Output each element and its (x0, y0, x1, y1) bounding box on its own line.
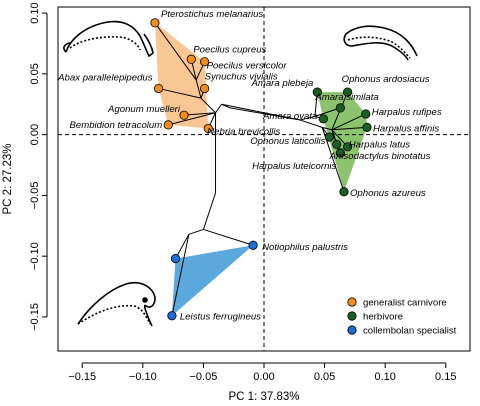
data-point (170, 254, 181, 264)
point-label: Harpalus luteicornis (252, 161, 336, 172)
y-tick-label: −0.15 (29, 303, 41, 331)
x-tick-label: 0.15 (435, 371, 456, 383)
point-label: Pterostichus melanarius (161, 9, 264, 20)
tree-branch (215, 103, 222, 114)
point-label: Leistus ferrugineus (180, 312, 261, 323)
plot-frame (57, 6, 471, 352)
data-point (179, 110, 189, 120)
point-label: Harpalus affinis (373, 123, 439, 134)
point-label: Synuchus vivialis (205, 71, 278, 82)
legend: generalist carnivore herbivore collembolan… (347, 297, 457, 337)
reference-lines (58, 7, 470, 351)
legend-label: herbivore (363, 312, 403, 323)
point-label: Bembidion tetracolum (69, 120, 162, 131)
point-label: Amara similata (314, 92, 378, 103)
data-point (324, 132, 335, 142)
point-label: Amara plebeja (250, 78, 313, 89)
point-label: Notiophilus palustris (262, 242, 348, 253)
hull-herbivore (317, 92, 367, 192)
tree-branch (175, 234, 190, 259)
x-tick-label: 0.05 (314, 371, 335, 383)
data-point (248, 240, 258, 250)
legend-marker (347, 297, 357, 307)
data-point (318, 114, 328, 124)
tree-branch (188, 228, 204, 235)
y-axis: −0.15 −0.10 −0.05 0.00 0.05 0.10 (29, 2, 48, 331)
tree-branch (229, 107, 301, 121)
data-point (153, 83, 164, 94)
data-point (335, 103, 345, 113)
tree-branch (221, 103, 231, 109)
legend-label: generalist carnivore (363, 298, 447, 309)
point-label: Amara ovata (262, 111, 317, 122)
tree-branch (171, 234, 190, 316)
mandible-drawing-top-left (63, 20, 154, 58)
tree-branch (202, 192, 217, 230)
x-axis-title: PC 1: 37.83% (229, 391, 300, 403)
point-label: Harpalus latus (349, 139, 411, 150)
group-hulls (154, 22, 367, 316)
data-point (362, 122, 372, 132)
x-axis: −0.15 −0.10 −0.05 0.00 0.05 0.10 0.15 (68, 362, 456, 383)
tree-branch (183, 112, 216, 116)
data-point (163, 120, 173, 130)
hull-collembolan-specialist (171, 245, 254, 316)
x-tick-label: 0.10 (374, 371, 395, 383)
point-label: Ophonus ardosiacus (342, 74, 430, 85)
point-label: Ophonus laticollis (250, 136, 325, 147)
tree-branch (195, 79, 202, 99)
point-label: Ophonus azureus (350, 188, 426, 199)
point-label: Agonum muelleri (107, 104, 181, 115)
data-points (150, 18, 372, 321)
data-point (150, 18, 160, 28)
point-label: Anisodactylus binotatus (329, 151, 431, 162)
data-point (203, 123, 213, 134)
legend-marker (347, 311, 357, 321)
tree-branch (203, 228, 254, 246)
point-labels: Pterostichus melanarius Poecilus cupreus P… (57, 9, 442, 323)
tree-branch (168, 112, 216, 126)
data-point (343, 87, 353, 97)
data-point (312, 87, 322, 97)
point-label: Nebria brevicollis (207, 127, 280, 138)
tree-branch (300, 115, 316, 121)
point-label: Harpalus rufipes (372, 107, 442, 118)
tree-branch (322, 126, 332, 131)
x-tick-label: −0.05 (189, 371, 217, 383)
y-tick-label: 0.00 (29, 124, 41, 145)
tree-branch (331, 126, 368, 131)
x-tick-label: −0.10 (129, 371, 157, 383)
data-point (167, 311, 177, 321)
point-label: Poecilus versicolor (207, 61, 288, 72)
y-axis-title: PC 2: 27.23% (2, 144, 14, 215)
y-tick-label: 0.10 (29, 2, 41, 23)
tree-branch (200, 97, 216, 114)
data-point (343, 142, 353, 152)
tree-branch (154, 22, 197, 81)
data-point (186, 54, 196, 64)
y-tick-label: −0.10 (29, 242, 41, 270)
data-point (361, 109, 371, 119)
legend-marker (347, 325, 357, 335)
data-point (339, 187, 349, 197)
mandible-drawing-top-right (343, 25, 418, 61)
point-label: Poecilus cupreus (193, 44, 266, 55)
tree-branch (331, 113, 366, 131)
tree-branch (158, 87, 202, 99)
point-label: Abax parallelepipedus (57, 72, 153, 83)
legend-label: collembolan specialist (363, 326, 457, 337)
tree-branch (300, 119, 323, 128)
x-tick-label: −0.15 (68, 371, 96, 383)
y-tick-label: 0.05 (29, 63, 41, 84)
data-point (335, 148, 345, 158)
mandible-drawing-bottom-left (77, 281, 156, 327)
data-point (332, 139, 342, 149)
y-tick-label: −0.05 (29, 181, 41, 209)
hull-generalist-carnivore (154, 22, 209, 129)
data-point (200, 83, 210, 94)
x-tick-label: 0.00 (253, 371, 274, 383)
data-point (200, 57, 210, 67)
